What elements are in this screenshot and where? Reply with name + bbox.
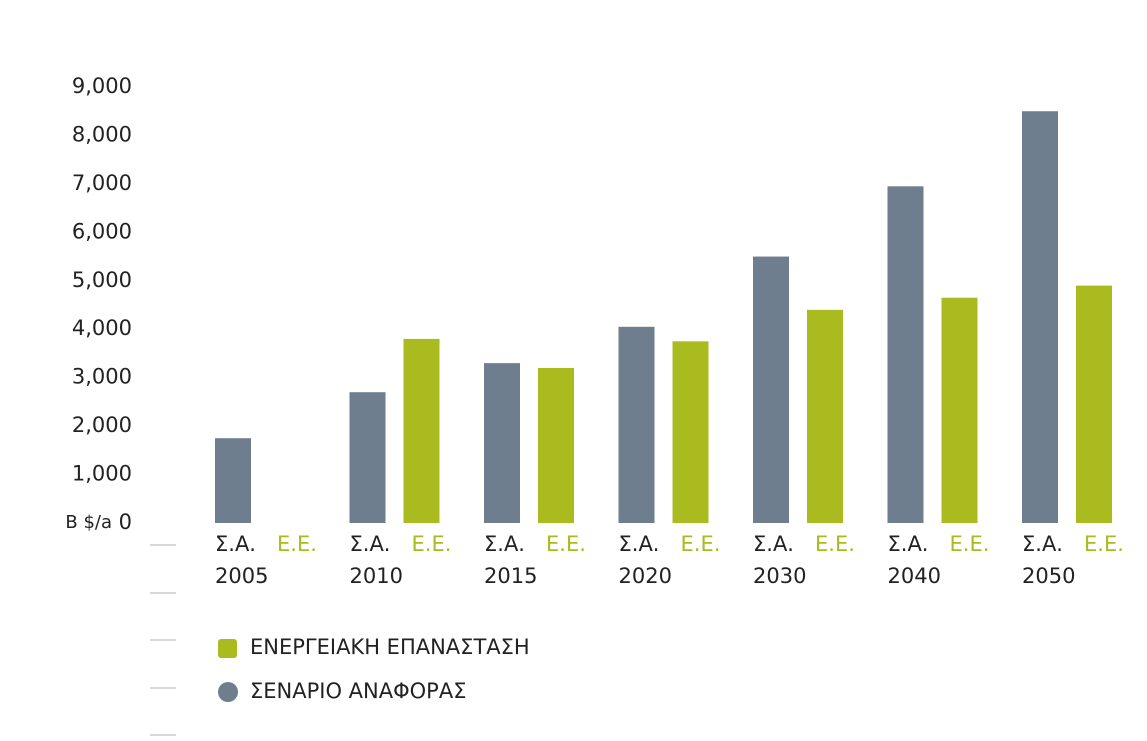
legend-label: ΕΝΕΡΓΕΙΑΚΗ ΕΠΑΝΑΣΤΑΣΗ bbox=[250, 635, 530, 659]
x-tick-label: 2015 bbox=[484, 564, 537, 588]
y-axis-label: B $/a bbox=[65, 512, 112, 533]
legend-swatch bbox=[218, 682, 238, 702]
y-tick-label: 2,000 bbox=[72, 413, 132, 437]
bar bbox=[618, 326, 655, 523]
bar bbox=[403, 338, 440, 523]
bar bbox=[215, 438, 251, 523]
x-tick-label: 2040 bbox=[888, 564, 941, 588]
x-tick-label: 2030 bbox=[753, 564, 806, 588]
bar bbox=[753, 256, 789, 523]
series-short-label: Σ.Α. bbox=[484, 532, 525, 556]
series-short-label: Σ.Α. bbox=[1022, 532, 1063, 556]
y-tick-label: 5,000 bbox=[72, 268, 132, 292]
bar bbox=[484, 363, 520, 523]
bar bbox=[1076, 285, 1112, 523]
series-short-label: Σ.Α. bbox=[888, 532, 929, 556]
y-tick-label: 1,000 bbox=[72, 462, 132, 486]
y-tick-label: 7,000 bbox=[72, 171, 132, 195]
y-tick-label: 4,000 bbox=[72, 316, 132, 340]
bar bbox=[1022, 111, 1058, 523]
series-short-label: Ε.Ε. bbox=[546, 532, 586, 556]
series-short-label: Σ.Α. bbox=[215, 532, 256, 556]
x-tick-label: 2005 bbox=[215, 564, 268, 588]
y-tick-label: 3,000 bbox=[72, 365, 132, 389]
bar bbox=[349, 392, 386, 523]
series-short-label: Ε.Ε. bbox=[1084, 532, 1124, 556]
series-short-label: Σ.Α. bbox=[753, 532, 794, 556]
series-short-label: Σ.Α. bbox=[350, 532, 391, 556]
legend-label: ΣΕΝΑΡΙΟ ΑΝΑΦΟΡΑΣ bbox=[250, 679, 466, 703]
y-tick-label: 9,000 bbox=[72, 74, 132, 98]
series-short-label: Ε.Ε. bbox=[815, 532, 855, 556]
x-tick-label: 2050 bbox=[1022, 564, 1075, 588]
y-tick-label: 0 bbox=[119, 510, 132, 534]
bar bbox=[887, 186, 924, 524]
decoration bbox=[150, 544, 176, 736]
series-short-label: Ε.Ε. bbox=[412, 532, 452, 556]
series-short-label: Ε.Ε. bbox=[681, 532, 721, 556]
series-short-label: Ε.Ε. bbox=[950, 532, 990, 556]
bar bbox=[941, 297, 978, 523]
bar bbox=[807, 309, 843, 523]
x-tick-label: 2020 bbox=[619, 564, 672, 588]
series-short-label: Ε.Ε. bbox=[277, 532, 317, 556]
bar bbox=[538, 367, 574, 523]
bar bbox=[672, 341, 709, 523]
series-short-label: Σ.Α. bbox=[619, 532, 660, 556]
y-tick-label: 6,000 bbox=[72, 219, 132, 243]
y-tick-label: 8,000 bbox=[72, 122, 132, 146]
x-tick-label: 2010 bbox=[350, 564, 403, 588]
legend-swatch bbox=[218, 639, 237, 658]
